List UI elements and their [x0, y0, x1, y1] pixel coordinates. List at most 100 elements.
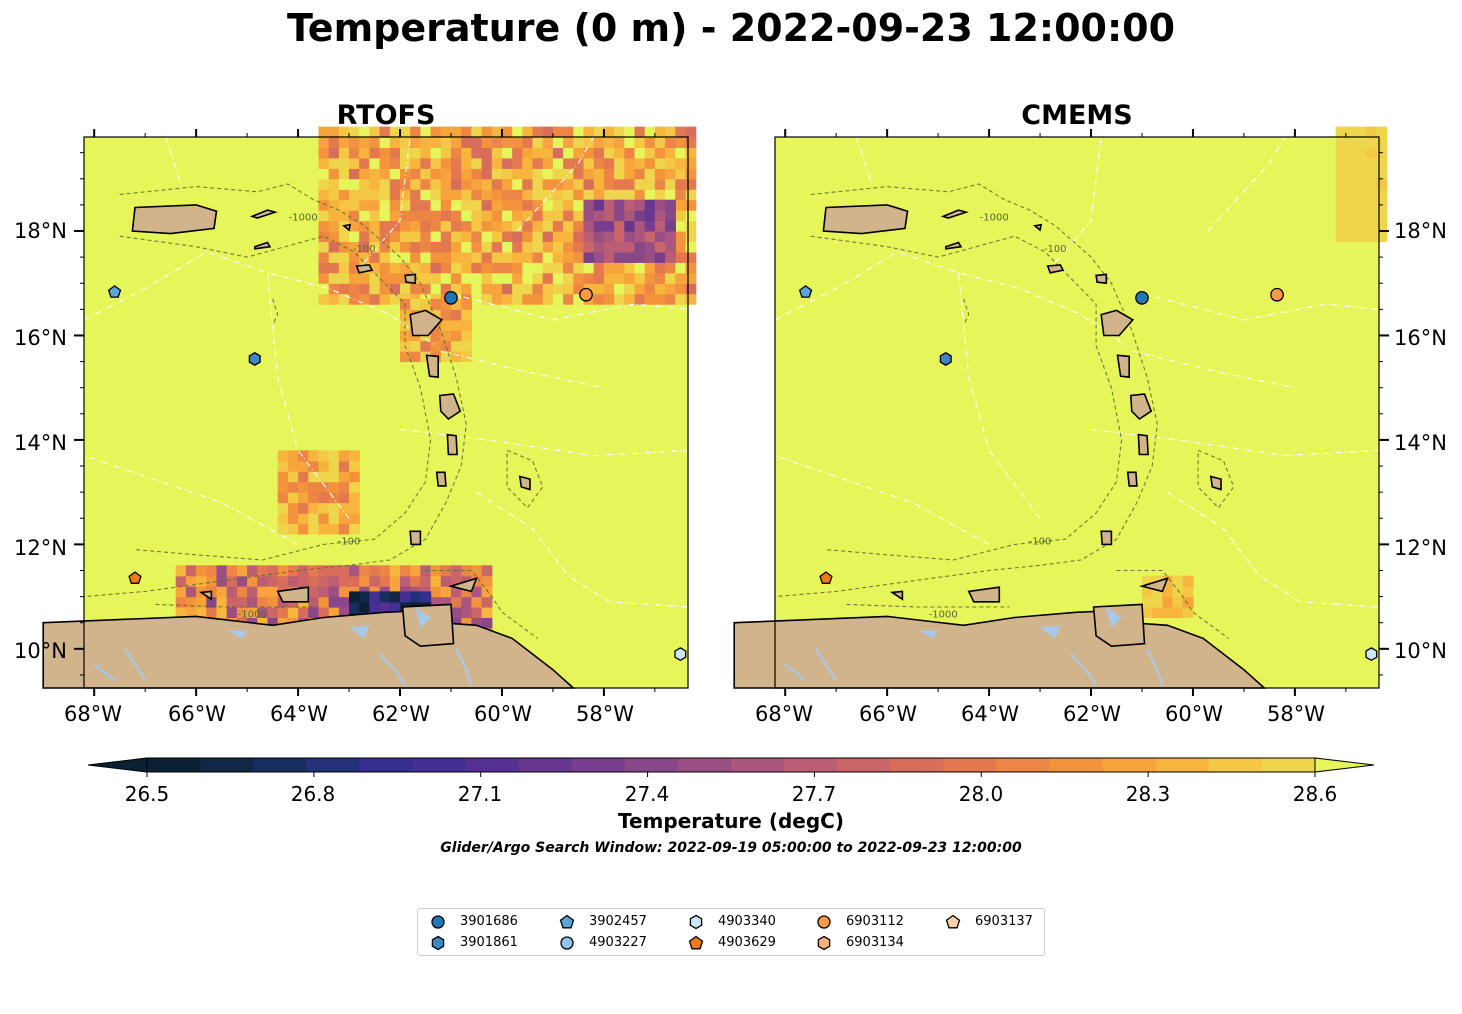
- temperature-cell: [512, 199, 523, 211]
- temperature-cell: [379, 591, 391, 603]
- temperature-cell: [603, 210, 615, 222]
- temperature-cell: [196, 565, 207, 577]
- temperature-cell: [349, 523, 360, 535]
- temperature-cell: [685, 199, 697, 211]
- temperature-cell: [1356, 126, 1367, 138]
- temperature-cell: [206, 565, 218, 577]
- temperature-cell: [1366, 157, 1378, 169]
- temperature-cell: [1345, 168, 1357, 180]
- temperature-cell: [685, 283, 697, 295]
- temperature-cell: [369, 262, 381, 274]
- temperature-cell: [481, 262, 493, 274]
- temperature-cell: [328, 565, 340, 577]
- temperature-cell: [634, 210, 646, 222]
- colorbar-tick-label: 27.4: [624, 782, 670, 806]
- temperature-cell: [532, 220, 544, 232]
- temperature-cell: [400, 351, 411, 363]
- temperature-cell: [644, 168, 656, 180]
- temperature-cell: [338, 272, 350, 284]
- temperature-cell: [451, 330, 462, 342]
- temperature-cell: [236, 596, 248, 608]
- land-polygon: [435, 471, 447, 487]
- temperature-cell: [654, 220, 666, 232]
- temperature-cell: [328, 471, 340, 483]
- temperature-cell: [603, 241, 615, 253]
- temperature-cell: [461, 210, 472, 222]
- temperature-cell: [1345, 157, 1357, 169]
- temperature-cell: [573, 231, 585, 242]
- temperature-cell: [451, 272, 462, 284]
- temperature-cell: [400, 241, 411, 253]
- temperature-cell: [308, 596, 320, 608]
- temperature-cell: [624, 199, 636, 211]
- axis-ticks: [784, 129, 1389, 696]
- temperature-cell: [552, 241, 564, 253]
- temperature-cell: [1335, 220, 1347, 232]
- temperature-cell: [267, 565, 279, 577]
- temperature-cell: [400, 157, 411, 169]
- temperature-cell: [318, 189, 330, 201]
- eez-boundary-line: [856, 136, 873, 185]
- temperature-cell: [1172, 596, 1184, 608]
- temperature-cell: [461, 231, 472, 242]
- temperature-cell: [563, 147, 574, 159]
- temperature-cell: [1366, 189, 1378, 201]
- temperature-cell: [502, 126, 513, 138]
- temperature-cell: [298, 502, 309, 514]
- lon-label: 60°W: [1165, 702, 1223, 726]
- temperature-cell: [1142, 586, 1153, 598]
- temperature-cell: [338, 596, 350, 608]
- temperature-cell: [573, 262, 585, 274]
- temperature-cell: [471, 241, 483, 253]
- land-polygon: [254, 241, 272, 250]
- temperature-cell: [491, 199, 503, 211]
- temperature-cell: [400, 309, 411, 321]
- temperature-cell: [318, 607, 330, 618]
- temperature-cell: [471, 189, 483, 201]
- temperature-cell: [430, 586, 442, 598]
- temperature-cell: [603, 283, 615, 295]
- eez-boundary-line: [1090, 428, 1380, 457]
- temperature-cell: [481, 565, 493, 577]
- lon-label: 64°W: [270, 702, 328, 726]
- temperature-cell: [593, 137, 605, 148]
- temperature-cell: [410, 168, 421, 180]
- temperature-cell: [410, 199, 421, 211]
- temperature-cell: [675, 220, 687, 232]
- temperature-cell: [644, 283, 656, 295]
- temperature-cell: [185, 596, 197, 608]
- temperature-cell: [328, 168, 340, 180]
- temperature-cell: [654, 231, 666, 242]
- temperature-cell: [654, 147, 666, 159]
- temperature-cell: [420, 220, 432, 232]
- colorbar-tick-label: 27.1: [457, 782, 503, 806]
- temperature-cell: [226, 607, 238, 618]
- contour-label: -100: [1029, 536, 1052, 547]
- temperature-cell: [389, 199, 401, 211]
- temperature-cell: [400, 178, 411, 190]
- land-polygon: [518, 475, 531, 491]
- temperature-cell: [175, 607, 187, 618]
- temperature-cell: [481, 241, 493, 253]
- temperature-cell: [593, 293, 605, 305]
- temperature-cell: [563, 126, 574, 138]
- temperature-cell: [349, 481, 360, 493]
- temperature-cell: [624, 147, 636, 159]
- temperature-cell: [583, 178, 595, 190]
- temperature-cell: [685, 231, 697, 242]
- temperature-cell: [257, 607, 269, 618]
- colorbar-segment: [1049, 758, 1104, 772]
- bathymetry-contours: [83, 183, 544, 639]
- temperature-cell: [451, 596, 462, 608]
- temperature-cell: [675, 262, 687, 274]
- temperature-cell: [338, 607, 350, 618]
- colorbar: [88, 757, 1375, 777]
- colorbar-label: Temperature (degC): [618, 809, 844, 833]
- temperature-cell: [522, 199, 534, 211]
- temperature-cell: [1376, 178, 1388, 190]
- temperature-cell: [298, 575, 309, 587]
- colorbar-segment: [996, 758, 1051, 772]
- land-polygon: [967, 586, 1001, 603]
- temperature-cell: [257, 617, 269, 629]
- temperature-cell: [542, 168, 554, 180]
